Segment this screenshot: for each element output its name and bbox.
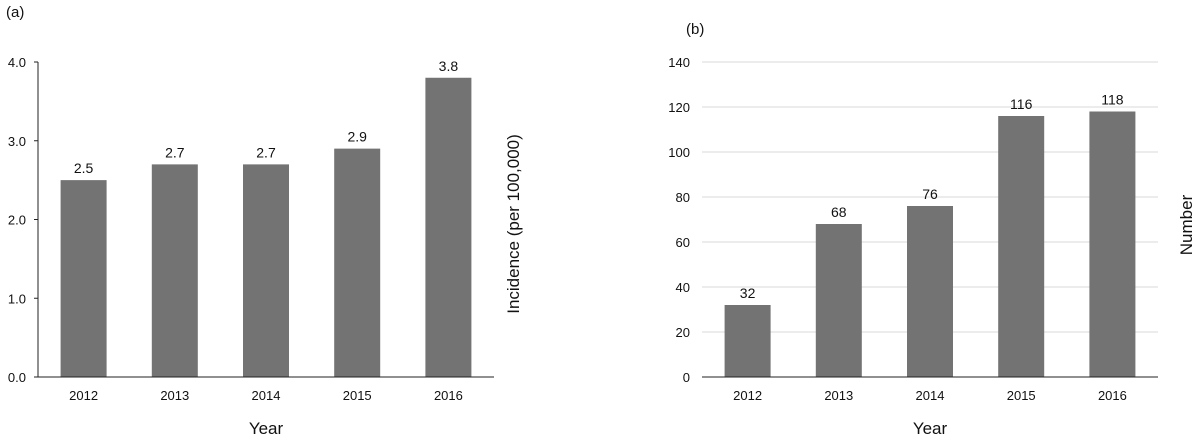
panel-b-bar-2015 [998, 116, 1045, 377]
panel-a-data-label: 2.5 [74, 160, 94, 176]
panel-a-x-axis-title: Year [249, 419, 284, 438]
panel-b-y-tick-label: 60 [676, 235, 690, 250]
panel-b-data-label: 76 [922, 186, 938, 202]
panel-b-bar-2016 [1089, 111, 1136, 377]
panel-b-x-tick-label: 2015 [1007, 388, 1036, 403]
panel-b-y-tick-label: 140 [668, 55, 690, 70]
panel-b-y-tick-label: 0 [683, 370, 690, 385]
panel-b-bar-2013 [815, 224, 862, 377]
panel-b-y-tick-label: 120 [668, 100, 690, 115]
panel-a-data-label: 2.7 [256, 144, 276, 160]
panel-b-x-tick-label: 2012 [733, 388, 762, 403]
panel-b-y-tick-label: 20 [676, 325, 690, 340]
panel-b-x-tick-label: 2016 [1098, 388, 1127, 403]
panel-a-y-tick-label: 0.0 [8, 370, 26, 385]
panel-a-y-tick-label: 4.0 [8, 55, 26, 70]
panel-a-x-tick-label: 2012 [69, 388, 98, 403]
panel-b-data-label: 118 [1101, 92, 1124, 108]
panel-a-y-tick-label: 1.0 [8, 291, 26, 306]
panel-b-x-axis-title: Year [913, 419, 948, 438]
panel-a-y-axis-title: Incidence (per 100,000) [504, 134, 523, 314]
panel-a-bar-2014 [243, 164, 289, 377]
panel-b-data-label: 68 [831, 204, 847, 220]
panel-a-incidence-chart: (a) Year Incidence (per 100,000) 0.0 1.0 2… [6, 4, 523, 438]
panel-b-label: (b) [686, 21, 704, 38]
panel-a-data-label: 2.9 [347, 129, 367, 145]
panel-b-bar-2012 [724, 305, 771, 377]
panel-a-y-tick-label: 3.0 [8, 134, 26, 149]
panel-b-bar-2014 [907, 206, 953, 377]
panel-a-x-tick-label: 2015 [343, 388, 372, 403]
panel-a-bar-2012 [60, 180, 107, 377]
panel-b-y-tick-label: 100 [668, 145, 690, 160]
panel-a-bar-2016 [425, 77, 472, 377]
panel-a-bar-2013 [151, 164, 198, 377]
panel-b-x-tick-label: 2014 [916, 388, 945, 403]
panel-a-data-label: 3.8 [439, 58, 459, 74]
panel-b-y-axis-title: Number [1177, 194, 1196, 255]
panel-a-y-tick-label: 2.0 [8, 213, 26, 228]
panel-a-label: (a) [6, 4, 24, 21]
panel-b-data-label: 32 [740, 285, 756, 301]
panel-a-x-tick-label: 2016 [434, 388, 463, 403]
panel-a-x-tick-label: 2014 [252, 388, 281, 403]
panel-b-data-label: 116 [1010, 96, 1033, 112]
panel-b-x-tick-label: 2013 [824, 388, 853, 403]
panel-a-bar-2015 [334, 148, 381, 377]
panel-b-y-tick-label: 40 [676, 280, 690, 295]
panel-b-y-tick-label: 80 [676, 190, 690, 205]
panel-b-number-chart: (b) Year Number 0 20 40 60 80 100 120 140 32 2012… [668, 21, 1196, 438]
panel-a-data-label: 2.7 [165, 144, 185, 160]
panel-a-x-tick-label: 2013 [160, 388, 189, 403]
